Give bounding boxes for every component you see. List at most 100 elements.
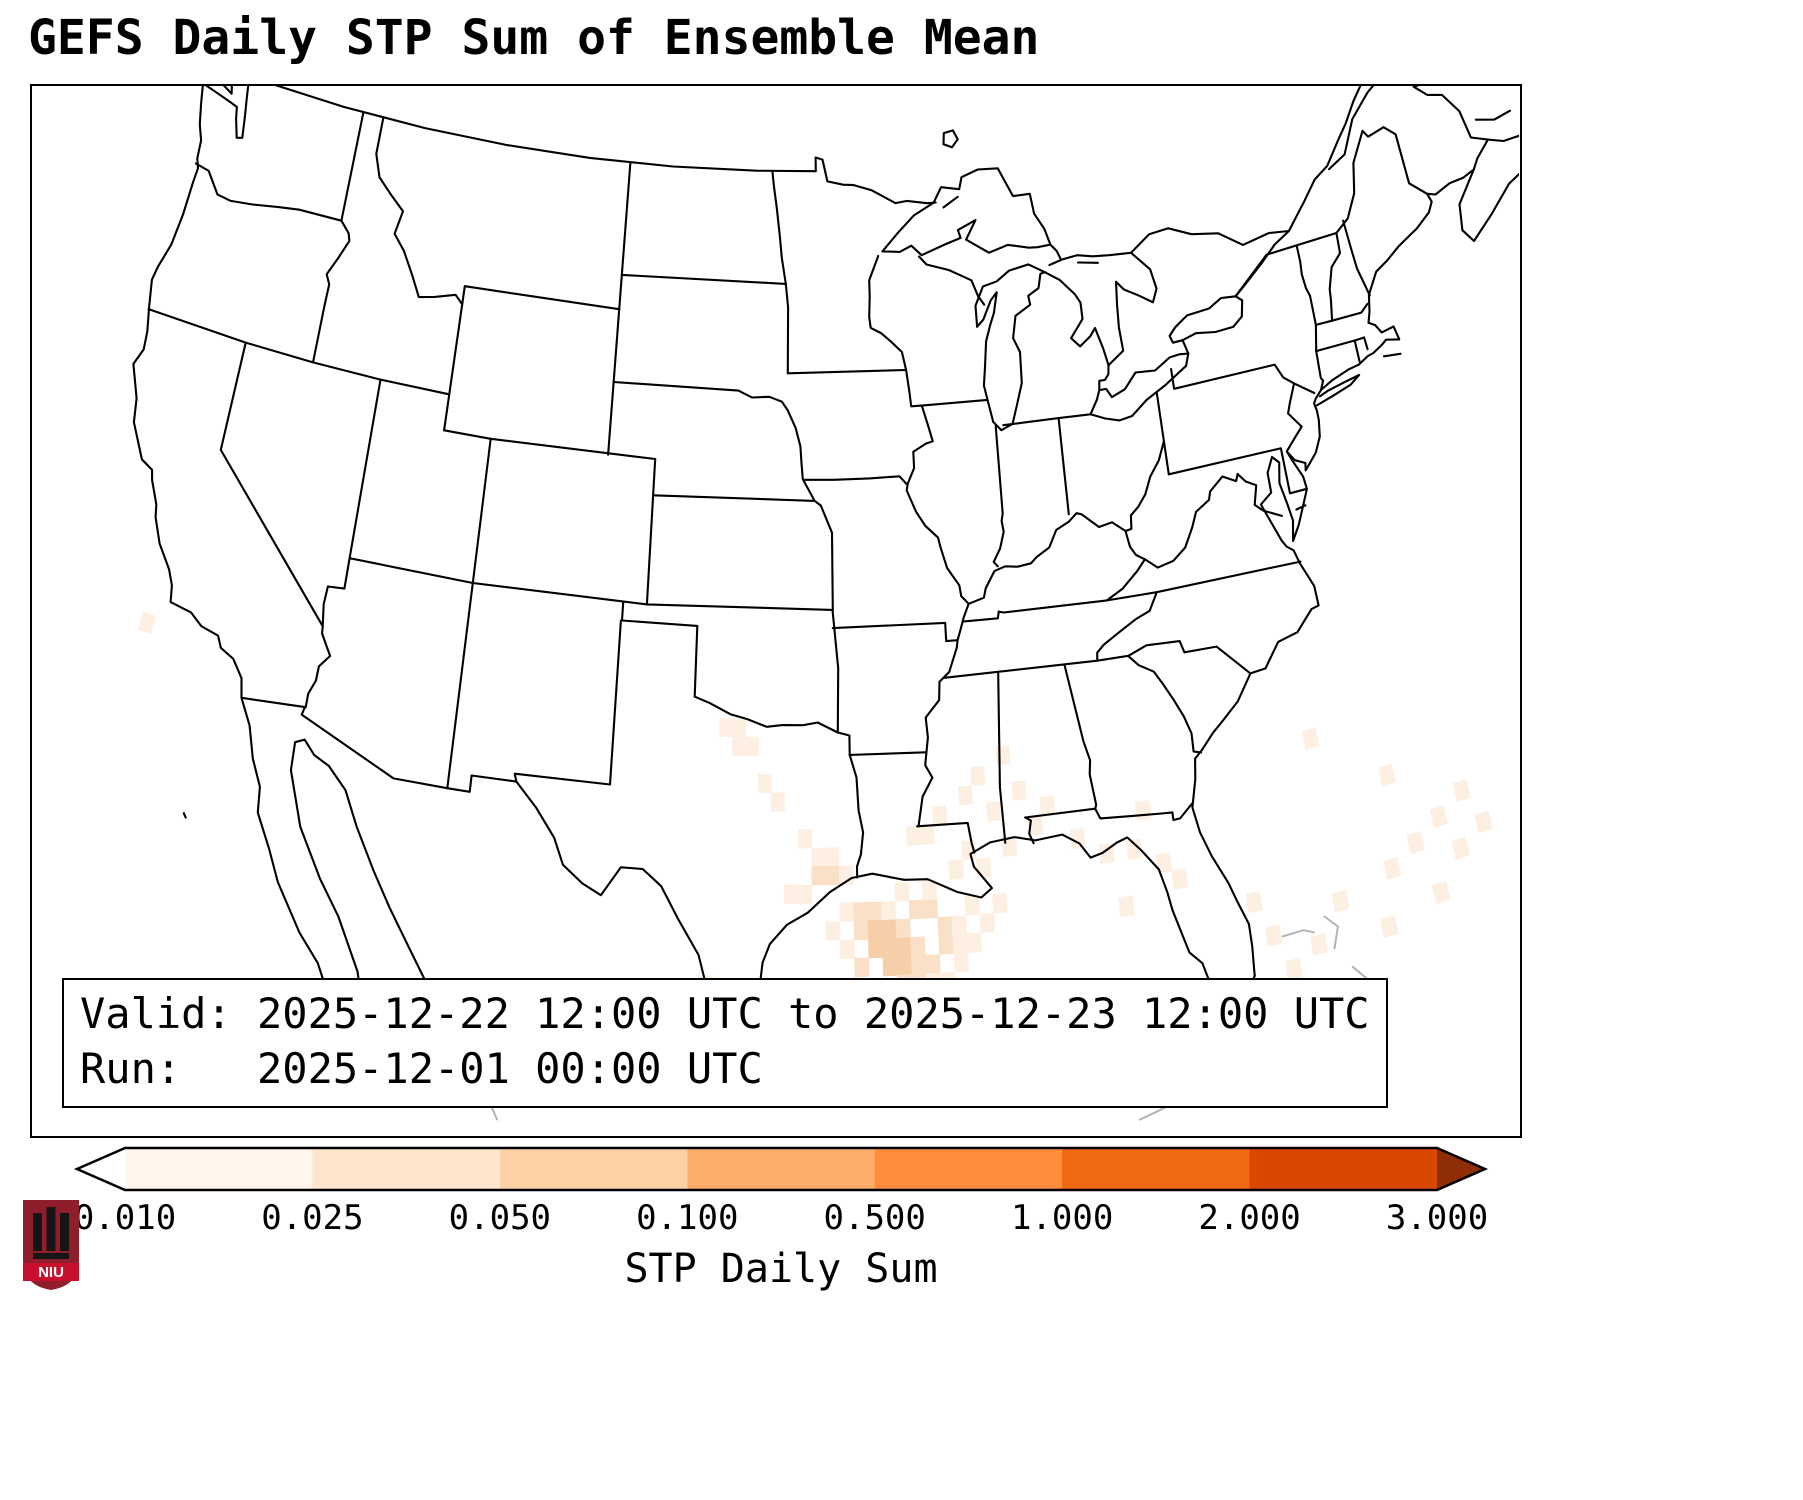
stp-grid-cell: [1125, 838, 1143, 860]
stp-grid-cell: [985, 801, 1002, 822]
stp-grid-cell: [895, 918, 911, 939]
boundary-line: [1096, 591, 1158, 662]
stp-grid-cell: [979, 912, 996, 934]
stp-grid-cell: [745, 737, 759, 757]
niu-logo: NIU: [23, 1200, 79, 1290]
boundary-line: [194, 162, 343, 222]
boundary-line: [992, 425, 1005, 568]
stp-grid-cell: [952, 933, 968, 954]
boundary-line: [1105, 560, 1302, 602]
stp-grid-cell: [783, 884, 799, 904]
stp-grid-cell: [1383, 857, 1402, 880]
boundary-line: [1458, 134, 1519, 243]
stp-grid-cell: [1135, 800, 1152, 822]
boundary-line: [240, 696, 766, 1018]
colorbar-segment: [312, 1148, 501, 1190]
stp-grid-cell: [1474, 810, 1493, 834]
valid-run-info-box: Valid: 2025-12-22 12:00 UTC to 2025-12-2…: [62, 978, 1388, 1108]
boundary-line: [1167, 447, 1282, 476]
castle-icon: [33, 1207, 69, 1259]
colorbar-segment: [1249, 1148, 1438, 1190]
stp-grid-cell: [964, 895, 980, 916]
stp-grid-cell: [975, 857, 992, 878]
colorbar-outline: [73, 1146, 1489, 1192]
boundary-line: [1295, 504, 1307, 511]
logo-text: NIU: [38, 1264, 64, 1281]
boundary-line: [1236, 472, 1283, 517]
boundary-line: [1127, 655, 1203, 754]
colorbar-axis-label: STP Daily Sum: [624, 1246, 938, 1292]
stp-grid-cell: [937, 916, 953, 937]
boundary-line: [1279, 447, 1308, 495]
stp-grid-cell: [995, 745, 1011, 766]
stp-grid-cell: [825, 847, 840, 867]
boundary-line: [1094, 802, 1194, 822]
colorbar: [73, 1146, 1489, 1192]
stp-grid-cell: [853, 920, 869, 941]
page-title: GEFS Daily STP Sum of Ensemble Mean: [28, 10, 1040, 66]
stp-grid-cell: [951, 915, 967, 936]
stp-grid-cell: [894, 881, 910, 902]
boundary-line: [1328, 231, 1342, 322]
boundary-line: [463, 285, 621, 311]
boundary-line: [274, 86, 937, 205]
boundary-line: [916, 821, 976, 854]
boundary-line: [489, 437, 657, 461]
boundary-line: [348, 557, 834, 611]
stp-grid-cell: [1039, 795, 1056, 817]
coastline-secondary: [1281, 929, 1316, 938]
stp-grid-cell: [731, 736, 746, 756]
stp-grid-cell: [137, 611, 156, 635]
boundary-line: [348, 378, 382, 560]
run-time-text: Run: 2025-12-01 00:00 UTC: [80, 1044, 763, 1093]
stp-grid-cell: [881, 919, 897, 940]
boundary-line: [1124, 529, 1146, 561]
boundary-line: [443, 429, 492, 440]
stp-grid-cell: [839, 939, 855, 959]
boundary-line: [1314, 302, 1369, 326]
boundary-line: [182, 812, 187, 819]
boundary-line: [1181, 339, 1190, 355]
stp-grid-cell: [1069, 828, 1086, 850]
stp-grid-cell: [1011, 780, 1027, 801]
boundary-line: [620, 273, 787, 285]
stp-grid-cell: [919, 825, 935, 845]
boundary-line: [1049, 243, 1062, 261]
stp-grid-cell: [719, 717, 734, 738]
boundary-line: [513, 619, 622, 786]
colorbar-over-arrow: [1437, 1148, 1485, 1190]
boundary-line: [1293, 382, 1316, 395]
map-canvas: Valid: 2025-12-22 12:00 UTC to 2025-12-2…: [30, 84, 1522, 1138]
colorbar-tick-label: 2.000: [1198, 1198, 1301, 1238]
boundary-line: [375, 116, 464, 306]
boundary-line: [831, 621, 959, 643]
colorbar-segment: [499, 1148, 688, 1190]
boundary-line: [1382, 352, 1402, 358]
boundary-line: [831, 608, 840, 734]
boundary-line: [1342, 219, 1371, 297]
stp-grid-cell: [906, 825, 921, 846]
boundary-line: [786, 368, 908, 375]
boundary-line: [836, 731, 851, 756]
stp-grid-cell: [732, 718, 747, 738]
stp-grid-cell: [1432, 881, 1451, 905]
boundary-line: [693, 695, 839, 734]
stp-grid-cell: [825, 921, 841, 941]
boundary-line: [1328, 86, 1489, 196]
boundary-line: [311, 219, 351, 364]
boundary-line: [620, 601, 699, 698]
stp-grid-cell: [910, 936, 926, 957]
boundary-line: [1024, 816, 1035, 845]
colorbar-tick-label: 0.100: [636, 1198, 739, 1238]
boundary-line: [1353, 339, 1361, 363]
boundary-line: [1234, 86, 1362, 298]
boundary-line: [1170, 363, 1303, 453]
boundary-line: [1315, 373, 1361, 407]
stp-grid-cell: [970, 765, 986, 787]
stp-grid-cell: [757, 773, 772, 794]
stp-grid-cell: [867, 920, 883, 940]
stp-grid-cell: [1285, 958, 1303, 981]
boundary-line: [1095, 364, 1110, 401]
boundary-line: [1024, 807, 1097, 819]
boundary-line: [612, 380, 789, 412]
